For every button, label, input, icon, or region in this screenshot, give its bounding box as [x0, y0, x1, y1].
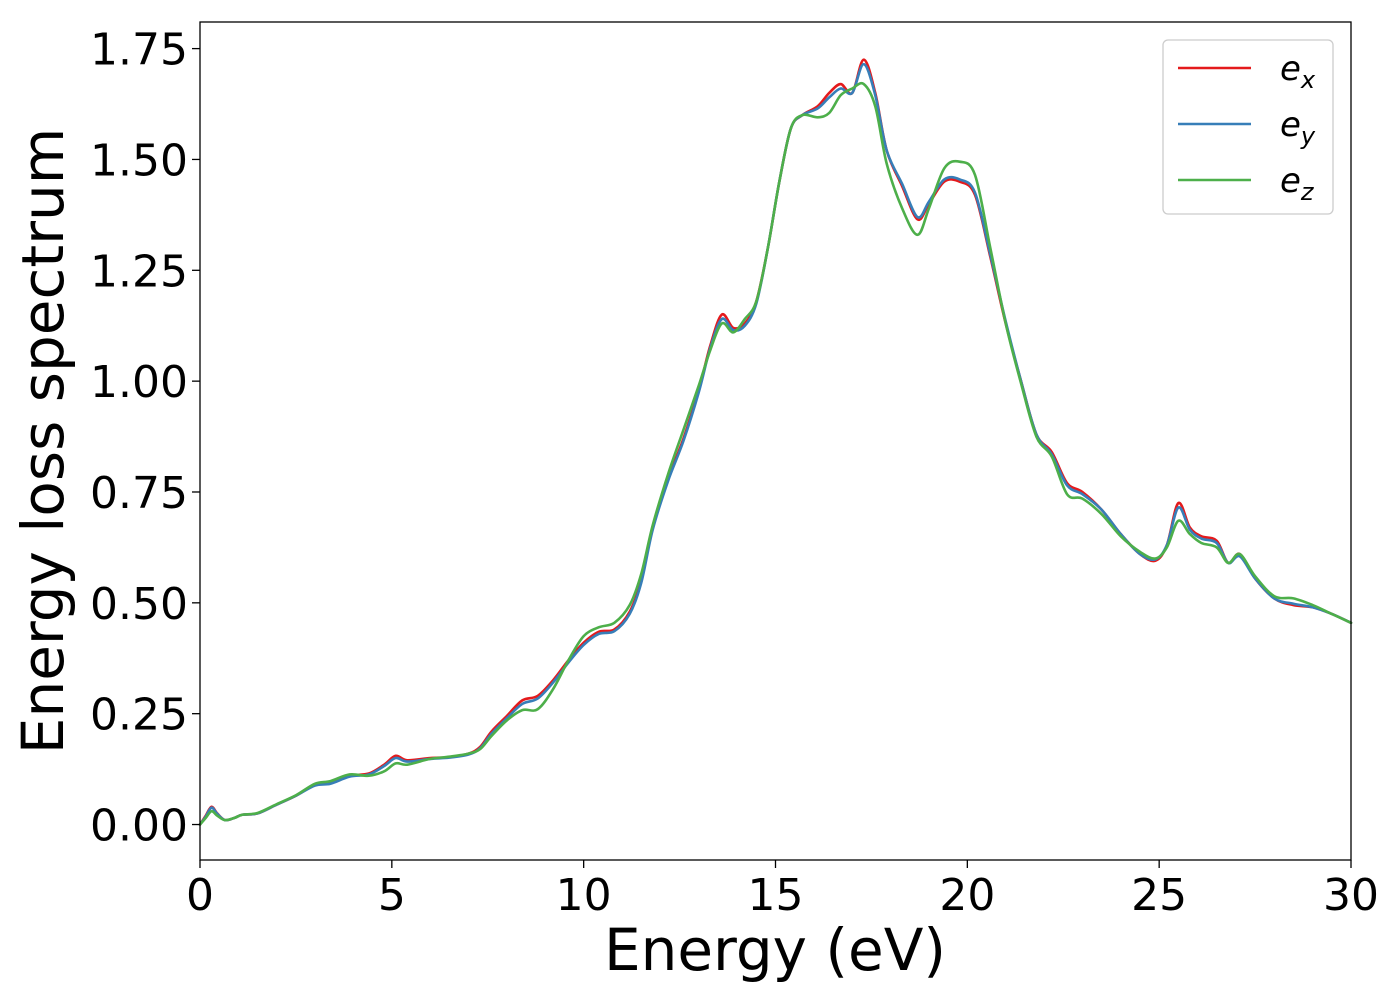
y-tick-label: 0.00: [90, 801, 188, 852]
y-axis-title: Energy loss spectrum: [9, 128, 77, 754]
legend-label-subscript: y: [1300, 122, 1316, 150]
legend-label-subscript: z: [1300, 178, 1315, 206]
series-line-z: [198, 81, 1353, 826]
y-axis: 0.00 0.25 0.50 0.75 1.00 1.25 1.50 1.75: [90, 25, 200, 852]
x-axis-title: Energy (eV): [604, 916, 946, 984]
x-tick-label: 5: [378, 870, 406, 921]
legend-label-y: ey: [1280, 105, 1316, 150]
legend-label-z: ez: [1280, 161, 1315, 206]
plot-lines: [198, 58, 1353, 826]
x-tick-label: 15: [748, 870, 804, 921]
y-tick-label: 1.50: [90, 135, 188, 186]
x-tick-label: 10: [556, 870, 612, 921]
x-tick-label: 25: [1131, 870, 1187, 921]
y-tick-label: 0.25: [90, 690, 188, 741]
x-axis: 0 5 10 15 20 25 30: [186, 860, 1379, 921]
legend-label-base: e: [1280, 105, 1301, 145]
y-tick-label: 1.00: [90, 357, 188, 408]
y-tick-label: 0.75: [90, 468, 188, 519]
x-tick-label: 0: [186, 870, 214, 921]
legend-label-subscript: x: [1300, 66, 1316, 94]
y-tick-label: 0.50: [90, 579, 188, 630]
legend-label-x: ex: [1280, 49, 1316, 94]
x-tick-label: 20: [939, 870, 995, 921]
x-tick-label: 30: [1323, 870, 1379, 921]
y-tick-label: 1.25: [90, 246, 188, 297]
legend-label-base: e: [1280, 161, 1301, 201]
legend-label-base: e: [1280, 49, 1301, 89]
legend-box: [1162, 39, 1334, 215]
y-tick-label: 1.75: [90, 25, 188, 76]
